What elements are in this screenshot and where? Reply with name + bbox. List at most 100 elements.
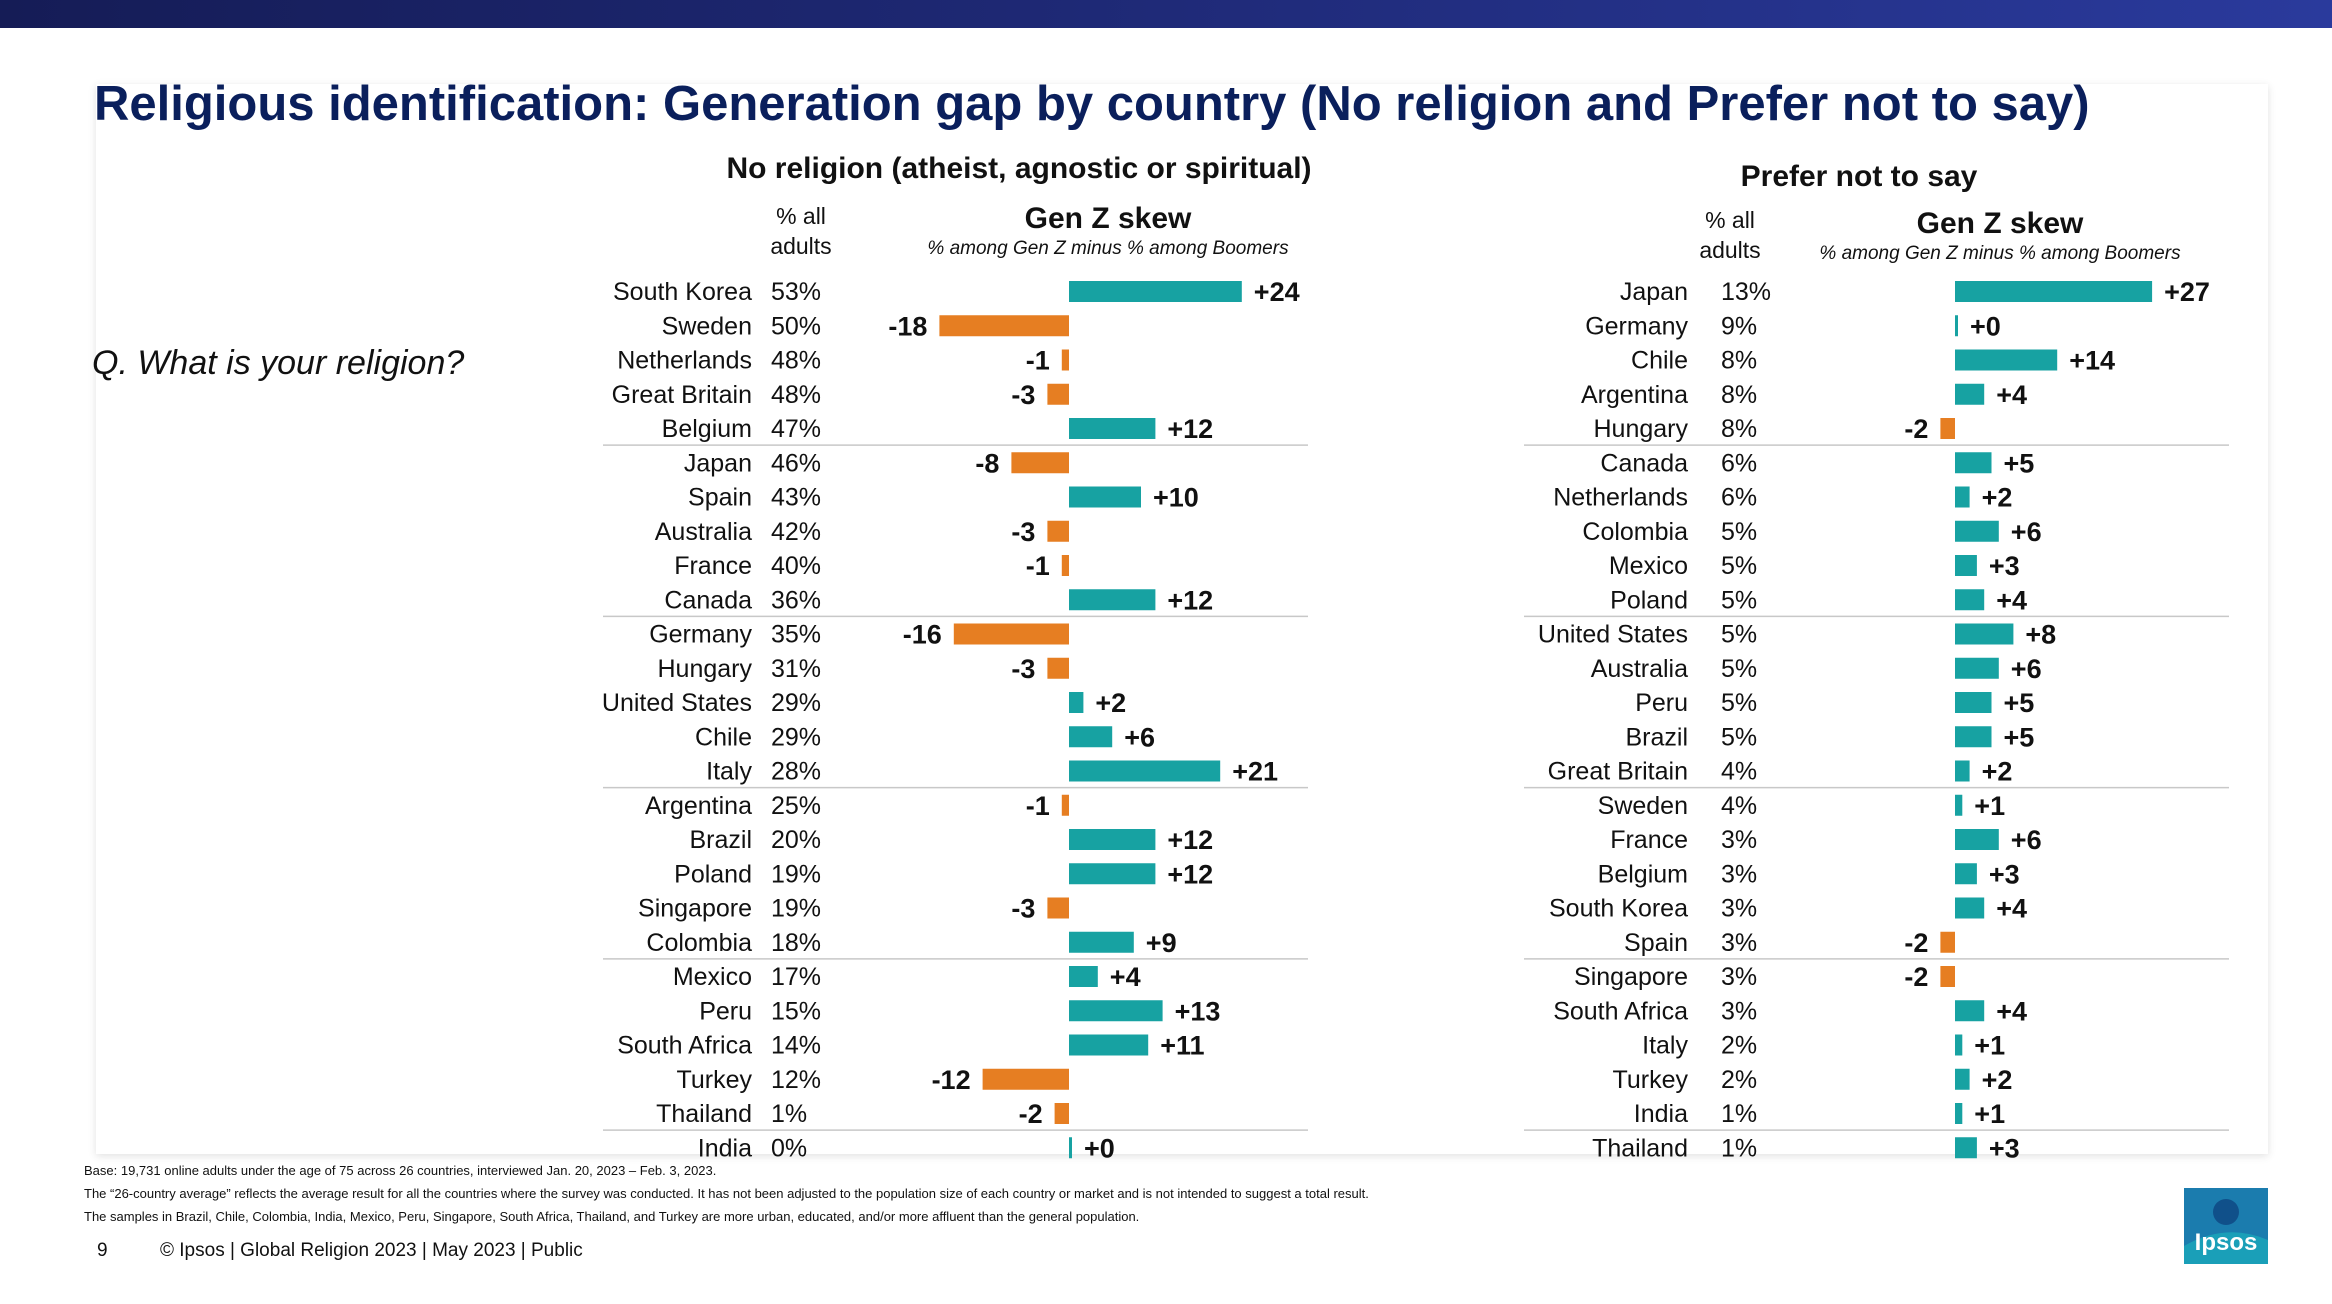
no-religion-bar: [1069, 931, 1134, 953]
no-religion-pct-label: 1%: [771, 1100, 807, 1128]
copyright: © Ipsos | Global Religion 2023 | May 202…: [160, 1240, 583, 1261]
prefer-not-bar: [1955, 1000, 1985, 1022]
prefer-not-bar: [1955, 829, 1999, 850]
prefer-not-country-label: Argentina: [1581, 381, 1688, 409]
prefer-not-pct-label: 1%: [1721, 1134, 1757, 1162]
no-religion-pct-label: 42%: [771, 518, 821, 546]
no-religion-value-label: -12: [932, 1065, 971, 1095]
prefer-not-bar: [1955, 794, 1963, 816]
no-religion-value-label: +6: [1124, 722, 1155, 752]
prefer-not-bar: [1955, 1103, 1963, 1124]
prefer-not-bar: [1955, 349, 2058, 371]
prefer-not-bar: [1940, 418, 1955, 439]
no-religion-bar: [1069, 692, 1084, 713]
no-religion-pct-label: 19%: [771, 860, 821, 888]
prefer-not-country-label: Singapore: [1574, 963, 1688, 991]
no-religion-country-label: Chile: [695, 723, 752, 751]
no-religion-value-label: +24: [1254, 277, 1300, 307]
no-religion-value-label: -1: [1026, 346, 1050, 376]
prefer-not-pct-label: 3%: [1721, 860, 1757, 888]
prefer-not-bar: [1955, 863, 1977, 885]
prefer-not-country-label: South Africa: [1553, 997, 1688, 1025]
no-religion-value-label: +12: [1167, 585, 1213, 615]
no-religion-value-label: -3: [1011, 517, 1035, 547]
no-religion-pct-label: 46%: [771, 449, 821, 477]
no-religion-country-label: Sweden: [662, 312, 752, 340]
prefer-not-value-label: +6: [2011, 517, 2042, 547]
prefer-not-country-label: India: [1634, 1100, 1688, 1128]
no-religion-country-label: Mexico: [673, 963, 752, 991]
prefer-not-value-label: -2: [1904, 928, 1928, 958]
prefer-not-country-label: Sweden: [1598, 792, 1688, 820]
prefer-not-bar: [1940, 966, 1955, 987]
prefer-not-pct-label: 1%: [1721, 1100, 1757, 1128]
prefer-not-bar: [1955, 1034, 1963, 1056]
top-banner: [0, 0, 2332, 28]
no-religion-country-label: Singapore: [638, 895, 752, 923]
no-religion-country-label: Australia: [655, 518, 752, 546]
prefer-not-value-label: +6: [2011, 654, 2042, 684]
no-religion-pct-label: 29%: [771, 723, 821, 751]
no-religion-bar: [1061, 794, 1069, 816]
no-religion-value-label: +21: [1232, 757, 1278, 787]
no-religion-country-label: South Korea: [613, 278, 752, 306]
no-religion-country-label: Peru: [699, 997, 752, 1025]
prefer-not-pct-label: 2%: [1721, 1032, 1757, 1060]
prefer-not-pct-label: 8%: [1721, 415, 1757, 443]
prefer-not-country-label: Belgium: [1598, 860, 1688, 888]
prefer-not-bar: [1955, 589, 1985, 611]
prefer-not-value-label: +5: [2004, 722, 2035, 752]
prefer-not-country-label: Turkey: [1613, 1066, 1689, 1094]
no-religion-value-label: +2: [1095, 688, 1126, 718]
no-religion-bar: [1069, 1000, 1163, 1022]
prefer-not-value-label: +14: [2069, 346, 2115, 376]
prefer-not-pct-label: 5%: [1721, 723, 1757, 751]
no-religion-bar: [1069, 281, 1242, 302]
survey-question: Q. What is your religion?: [92, 344, 465, 382]
footnote-base: Base: 19,731 online adults under the age…: [84, 1163, 717, 1178]
no-religion-pct-label: 31%: [771, 655, 821, 683]
prefer-not-value-label: +2: [1982, 1065, 2013, 1095]
prefer-not-pct-label: 3%: [1721, 929, 1757, 957]
no-religion-pct-label: 19%: [771, 895, 821, 923]
no-religion-value-label: +12: [1167, 825, 1213, 855]
no-religion-bar: [953, 623, 1069, 645]
no-religion-bar: [1069, 1137, 1072, 1159]
no-religion-pct-label: 17%: [771, 963, 821, 991]
prefer-not-value-label: +4: [1996, 380, 2027, 410]
prefer-not-pct-label: 5%: [1721, 586, 1757, 614]
prefer-not-bar: [1955, 1137, 1977, 1159]
prefer-not-bar: [1955, 281, 2153, 302]
prefer-not-bar: [1955, 520, 1999, 542]
no-religion-country-label: Japan: [684, 449, 752, 477]
prefer-not-value-label: +1: [1974, 1099, 2005, 1129]
prefer-not-country-label: South Korea: [1549, 895, 1688, 923]
no-religion-value-label: +0: [1084, 1133, 1115, 1163]
left-skew-subtitle: % among Gen Z minus % among Boomers: [927, 238, 1289, 259]
left-skew-title: Gen Z skew: [1024, 202, 1192, 235]
prefer-not-value-label: +5: [2004, 448, 2035, 478]
right-col-header-pct: % all adults: [1699, 205, 1760, 265]
no-religion-country-label: Turkey: [677, 1066, 753, 1094]
prefer-not-country-label: Hungary: [1594, 415, 1689, 443]
no-religion-pct-label: 25%: [771, 792, 821, 820]
prefer-not-country-label: Chile: [1631, 347, 1688, 375]
no-religion-bar: [1011, 452, 1069, 474]
right-skew-subtitle: % among Gen Z minus % among Boomers: [1819, 243, 2181, 264]
no-religion-value-label: +12: [1167, 414, 1213, 444]
no-religion-value-label: -3: [1011, 654, 1035, 684]
prefer-not-value-label: +4: [1996, 585, 2027, 615]
prefer-not-pct-label: 9%: [1721, 312, 1757, 340]
no-religion-pct-label: 18%: [771, 929, 821, 957]
prefer-not-pct-label: 6%: [1721, 449, 1757, 477]
right-section-title: Prefer not to say: [1740, 160, 1978, 193]
prefer-not-value-label: +1: [1974, 791, 2005, 821]
prefer-not-value-label: +27: [2164, 277, 2210, 307]
col-header-line2: adults: [1699, 237, 1761, 263]
prefer-not-pct-label: 5%: [1721, 689, 1757, 717]
no-religion-value-label: -1: [1026, 551, 1050, 581]
no-religion-value-label: +13: [1175, 996, 1221, 1026]
no-religion-bar: [982, 1068, 1069, 1090]
no-religion-bar: [939, 315, 1069, 337]
